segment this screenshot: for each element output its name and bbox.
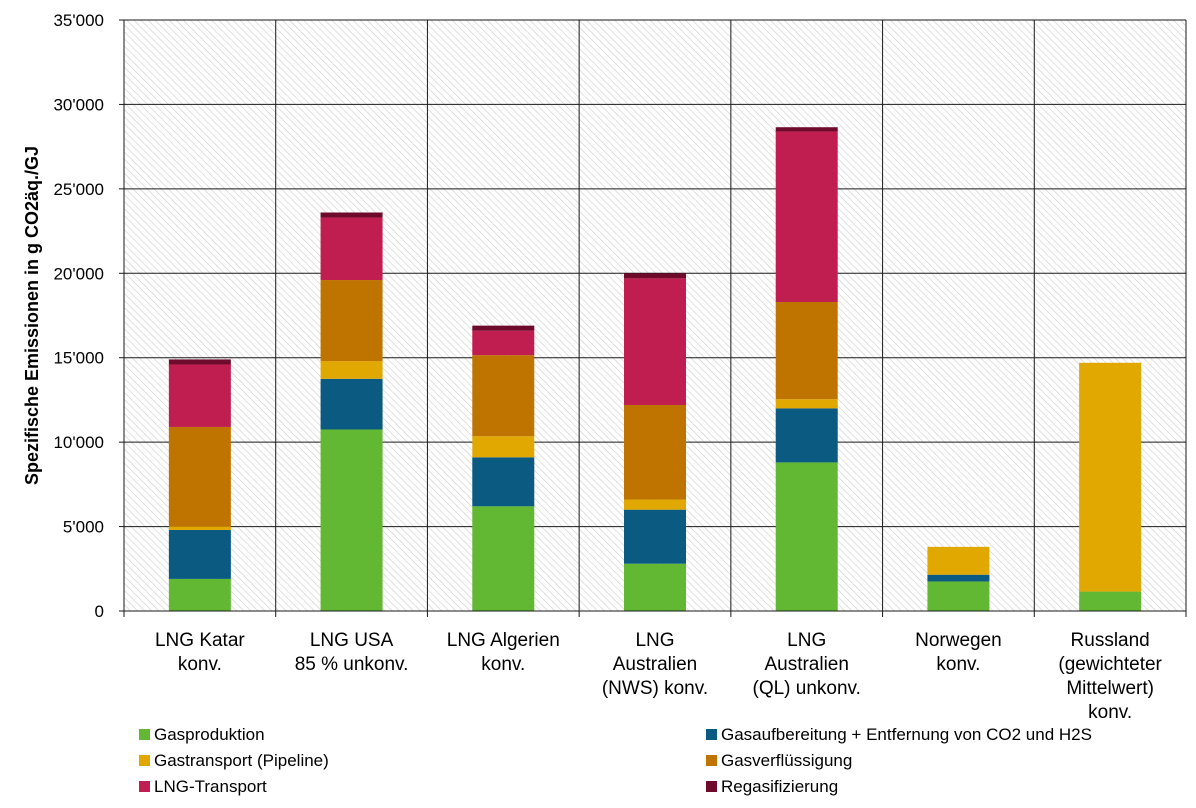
legend-swatch <box>139 781 150 792</box>
y-tick-label: 15'000 <box>53 349 104 368</box>
x-category-label: LNG <box>787 630 826 651</box>
bar-segment <box>320 217 383 281</box>
bar-segment <box>775 131 838 302</box>
legend-swatch <box>139 755 150 766</box>
x-category-label: konv. <box>178 654 222 675</box>
y-tick-label: 25'000 <box>53 180 104 199</box>
bar-segment <box>775 408 838 463</box>
x-category-label: Australien <box>613 654 698 675</box>
bar-segment <box>775 127 838 132</box>
bar-segment <box>624 278 686 405</box>
bar-segment <box>168 578 231 611</box>
x-category-label: (QL) unkonv. <box>753 678 861 699</box>
legend-label: Gasverflüssigung <box>721 751 852 770</box>
x-category-label: LNG <box>635 630 674 651</box>
x-category-label: (NWS) konv. <box>602 678 708 699</box>
bar-segment <box>624 563 686 611</box>
x-category-label: 85 % unkonv. <box>295 654 409 675</box>
bar-segment <box>927 546 990 575</box>
y-tick-label: 30'000 <box>53 95 104 114</box>
bar-segment <box>320 212 383 218</box>
legend-swatch <box>706 781 717 792</box>
bar-segment <box>472 506 535 611</box>
bar-segment <box>168 529 231 579</box>
bar-segment <box>472 325 535 331</box>
x-category-label: LNG Algerien <box>447 630 560 651</box>
bar-segment <box>624 273 686 279</box>
bar-segment <box>1079 362 1142 592</box>
legend-label: LNG-Transport <box>154 777 267 796</box>
y-tick-label: 5'000 <box>63 518 104 537</box>
bar-segment <box>168 364 231 427</box>
x-category-label: LNG Katar <box>155 630 245 651</box>
bar-segment <box>472 457 535 507</box>
bar-segment <box>168 426 231 527</box>
x-category-label: konv. <box>936 654 980 675</box>
x-category-label: Australien <box>764 654 849 675</box>
bar-segment <box>775 301 838 400</box>
bar-segment <box>927 581 990 611</box>
bar-segment <box>168 359 231 365</box>
legend-swatch <box>139 729 150 740</box>
x-category-label: konv. <box>481 654 525 675</box>
legend-label: Gasaufbereitung + Entfernung von CO2 und… <box>721 725 1092 744</box>
bar-segment <box>775 462 838 611</box>
bar-segment <box>320 280 383 362</box>
x-category-label: konv. <box>1088 702 1132 723</box>
x-category-label: (gewichteter <box>1058 654 1162 675</box>
bar-segment <box>472 355 535 437</box>
y-tick-label: 10'000 <box>53 433 104 452</box>
legend-swatch <box>706 729 717 740</box>
legend-label: Gastransport (Pipeline) <box>154 751 329 770</box>
y-tick-label: 35'000 <box>53 11 104 30</box>
x-category-label: Mittelwert) <box>1066 678 1154 699</box>
bar-segment <box>320 378 383 430</box>
bar-segment <box>472 330 535 356</box>
x-category-label: LNG USA <box>310 630 394 651</box>
bar-segment <box>624 509 686 564</box>
bar-segment <box>472 436 535 458</box>
legend-label: Gasproduktion <box>154 725 265 744</box>
legend-label: Regasifizierung <box>721 777 838 796</box>
y-tick-label: 20'000 <box>53 264 104 283</box>
bar-segment <box>320 361 383 379</box>
x-category-label: Russland <box>1071 630 1150 651</box>
bar-segment <box>624 404 686 500</box>
bar-segment <box>775 399 838 409</box>
bar-segment <box>320 429 383 611</box>
bar-segment <box>1079 591 1142 611</box>
legend-swatch <box>706 755 717 766</box>
bar-segment <box>624 499 686 510</box>
y-axis-title: Spezifische Emissionen in g CO2äq./GJ <box>22 146 42 485</box>
y-tick-label: 0 <box>95 602 104 621</box>
x-category-label: Norwegen <box>915 630 1002 651</box>
bar-segment <box>927 574 990 582</box>
bar-segment <box>168 526 231 530</box>
